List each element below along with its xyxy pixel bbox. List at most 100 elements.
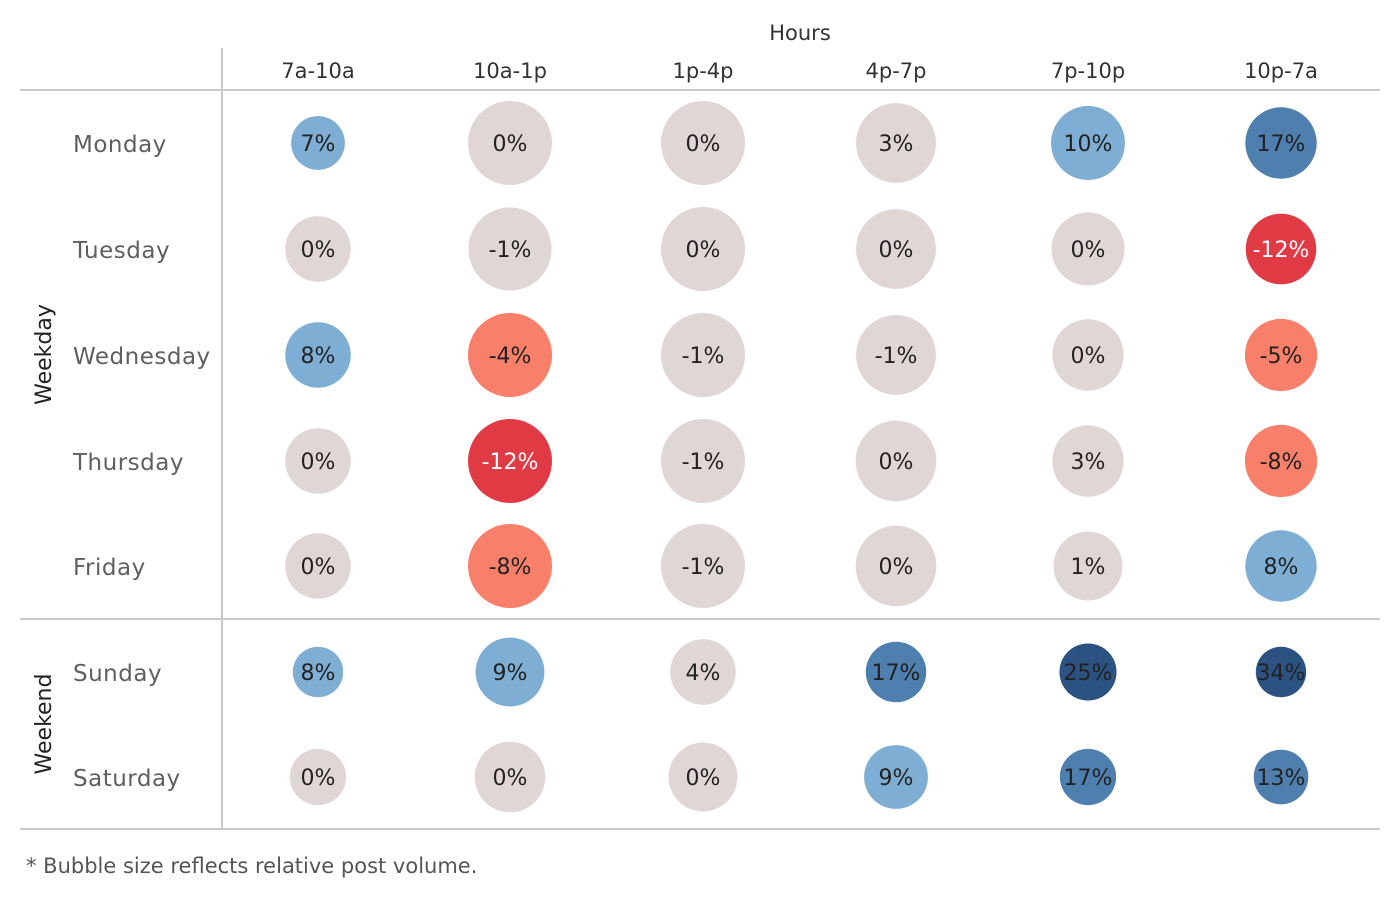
bubble-saturday-1p-4p — [668, 742, 738, 812]
footnote: * Bubble size reflects relative post vol… — [26, 854, 477, 878]
bubble-label-saturday-7a-10a: 0% — [301, 766, 336, 791]
bubble-label-saturday-7p-10p: 17% — [1064, 766, 1113, 791]
row-label-saturday: Saturday — [73, 766, 181, 792]
row-label-thursday: Thursday — [72, 450, 184, 476]
bubble-thursday-10a-1p — [468, 419, 552, 503]
bubble-sunday-7p-10p — [1059, 643, 1117, 701]
bubble-label-friday-4p-7p: 0% — [879, 555, 914, 580]
row-label-tuesday: Tuesday — [72, 238, 170, 264]
row-labels: Monday Tuesday Wednesday Thursday Friday Sund… — [72, 132, 211, 792]
bubble-friday-4p-7p — [855, 525, 937, 607]
bubble-sunday-7a-10a — [292, 646, 344, 698]
bubbles: 7% 0% 0% 3% 10% 17% 0% -1% 0% 0% 0% -12% 8% -4% -1% -1%… — [285, 101, 1318, 813]
bubble-friday-7a-10a — [285, 533, 351, 599]
bubble-label-monday-10a-1p: 0% — [493, 132, 528, 157]
bubble-label-monday-7p-10p: 10% — [1064, 132, 1113, 157]
bubble-label-tuesday-10p-7a: -12% — [1253, 238, 1310, 263]
column-header-10p-7a: 10p-7a — [1244, 59, 1318, 83]
bubble-label-sunday-10p-7a: 34% — [1257, 661, 1306, 686]
column-headers: 7a-10a 10a-1p 1p-4p 4p-7p 7p-10p 10p-7a — [281, 59, 1318, 83]
bubble-label-wednesday-10p-7a: -5% — [1260, 344, 1303, 369]
bubble-label-tuesday-7p-10p: 0% — [1071, 238, 1106, 263]
bubble-label-tuesday-7a-10a: 0% — [301, 238, 336, 263]
bubble-label-tuesday-1p-4p: 0% — [686, 238, 721, 263]
bubble-tuesday-10a-1p — [468, 207, 552, 291]
bubble-label-wednesday-1p-4p: -1% — [682, 344, 725, 369]
bubble-monday-10p-7a — [1245, 107, 1317, 179]
bubble-label-sunday-4p-7p: 17% — [872, 661, 921, 686]
bubble-label-monday-4p-7p: 3% — [879, 132, 914, 157]
bubble-wednesday-10p-7a — [1244, 318, 1318, 392]
bubble-label-saturday-10p-7a: 13% — [1257, 766, 1306, 791]
bubble-tuesday-10p-7a — [1245, 213, 1317, 285]
bubble-label-sunday-1p-4p: 4% — [686, 661, 721, 686]
row-label-sunday: Sunday — [73, 661, 162, 687]
bubble-sunday-4p-7p — [865, 641, 927, 703]
bubble-wednesday-1p-4p — [661, 313, 745, 397]
bubble-label-saturday-1p-4p: 0% — [686, 766, 721, 791]
bubble-saturday-7p-10p — [1059, 748, 1117, 806]
bubble-monday-1p-4p — [661, 101, 745, 185]
bubble-label-tuesday-4p-7p: 0% — [879, 238, 914, 263]
bubble-label-sunday-10a-1p: 9% — [493, 661, 528, 686]
group-label-weekday: Weekday — [32, 304, 57, 405]
column-header-7p-10p: 7p-10p — [1051, 59, 1125, 83]
bubble-label-friday-7a-10a: 0% — [301, 555, 336, 580]
bubble-label-tuesday-10a-1p: -1% — [489, 238, 532, 263]
bubble-label-saturday-10a-1p: 0% — [493, 766, 528, 791]
bubble-tuesday-7p-10p — [1051, 212, 1125, 286]
bubble-label-friday-10a-1p: -8% — [489, 555, 532, 580]
bubble-label-monday-7a-10a: 7% — [301, 132, 336, 157]
bubble-label-wednesday-7p-10p: 0% — [1071, 344, 1106, 369]
bubble-label-monday-1p-4p: 0% — [686, 132, 721, 157]
column-header-1p-4p: 1p-4p — [673, 59, 734, 83]
bubble-saturday-7a-10a — [289, 748, 347, 806]
bubble-monday-7a-10a — [291, 116, 345, 170]
bubble-label-wednesday-7a-10a: 8% — [301, 344, 336, 369]
bubble-thursday-10p-7a — [1244, 424, 1318, 498]
bubble-label-thursday-10p-7a: -8% — [1260, 450, 1303, 475]
bubble-wednesday-7p-10p — [1052, 319, 1124, 391]
bubble-label-wednesday-4p-7p: -1% — [875, 344, 918, 369]
bubble-saturday-10p-7a — [1253, 749, 1309, 805]
bubble-label-saturday-4p-7p: 9% — [879, 766, 914, 791]
group-label-weekend: Weekend — [32, 674, 57, 775]
column-axis-title: Hours — [769, 21, 831, 45]
bubble-label-thursday-4p-7p: 0% — [879, 450, 914, 475]
bubble-label-thursday-10a-1p: -12% — [482, 450, 539, 475]
bubble-friday-10a-1p — [468, 524, 552, 608]
bubble-label-sunday-7p-10p: 25% — [1064, 661, 1113, 686]
group-labels: Weekday Weekend — [32, 304, 57, 774]
bubble-label-wednesday-10a-1p: -4% — [489, 344, 532, 369]
bubble-sunday-1p-4p — [670, 639, 736, 705]
bubble-sunday-10a-1p — [475, 637, 545, 707]
column-header-4p-7p: 4p-7p — [866, 59, 927, 83]
bubble-wednesday-10a-1p — [468, 313, 552, 397]
bubble-thursday-1p-4p — [661, 419, 745, 503]
bubble-friday-10p-7a — [1245, 530, 1317, 602]
bubble-thursday-4p-7p — [855, 420, 937, 502]
bubble-tuesday-7a-10a — [285, 216, 351, 282]
bubble-tuesday-1p-4p — [661, 207, 745, 291]
bubble-label-sunday-7a-10a: 8% — [301, 661, 336, 686]
bubble-label-thursday-1p-4p: -1% — [682, 450, 725, 475]
bubble-saturday-10a-1p — [474, 741, 546, 813]
bubble-label-thursday-7a-10a: 0% — [301, 450, 336, 475]
bubble-thursday-7p-10p — [1052, 425, 1124, 497]
row-label-monday: Monday — [73, 132, 167, 158]
bubble-monday-7p-10p — [1051, 106, 1125, 180]
bubble-label-friday-7p-10p: 1% — [1071, 555, 1106, 580]
column-header-7a-10a: 7a-10a — [281, 59, 354, 83]
bubble-label-friday-10p-7a: 8% — [1264, 555, 1299, 580]
row-label-wednesday: Wednesday — [73, 344, 211, 370]
row-label-friday: Friday — [73, 555, 146, 581]
bubble-label-friday-1p-4p: -1% — [682, 555, 725, 580]
bubble-friday-1p-4p — [661, 524, 745, 608]
bubble-monday-10a-1p — [468, 101, 552, 185]
bubble-wednesday-7a-10a — [285, 322, 351, 388]
bubble-label-monday-10p-7a: 17% — [1257, 132, 1306, 157]
bubble-wednesday-4p-7p — [856, 315, 936, 395]
bubble-sunday-10p-7a — [1255, 646, 1307, 698]
